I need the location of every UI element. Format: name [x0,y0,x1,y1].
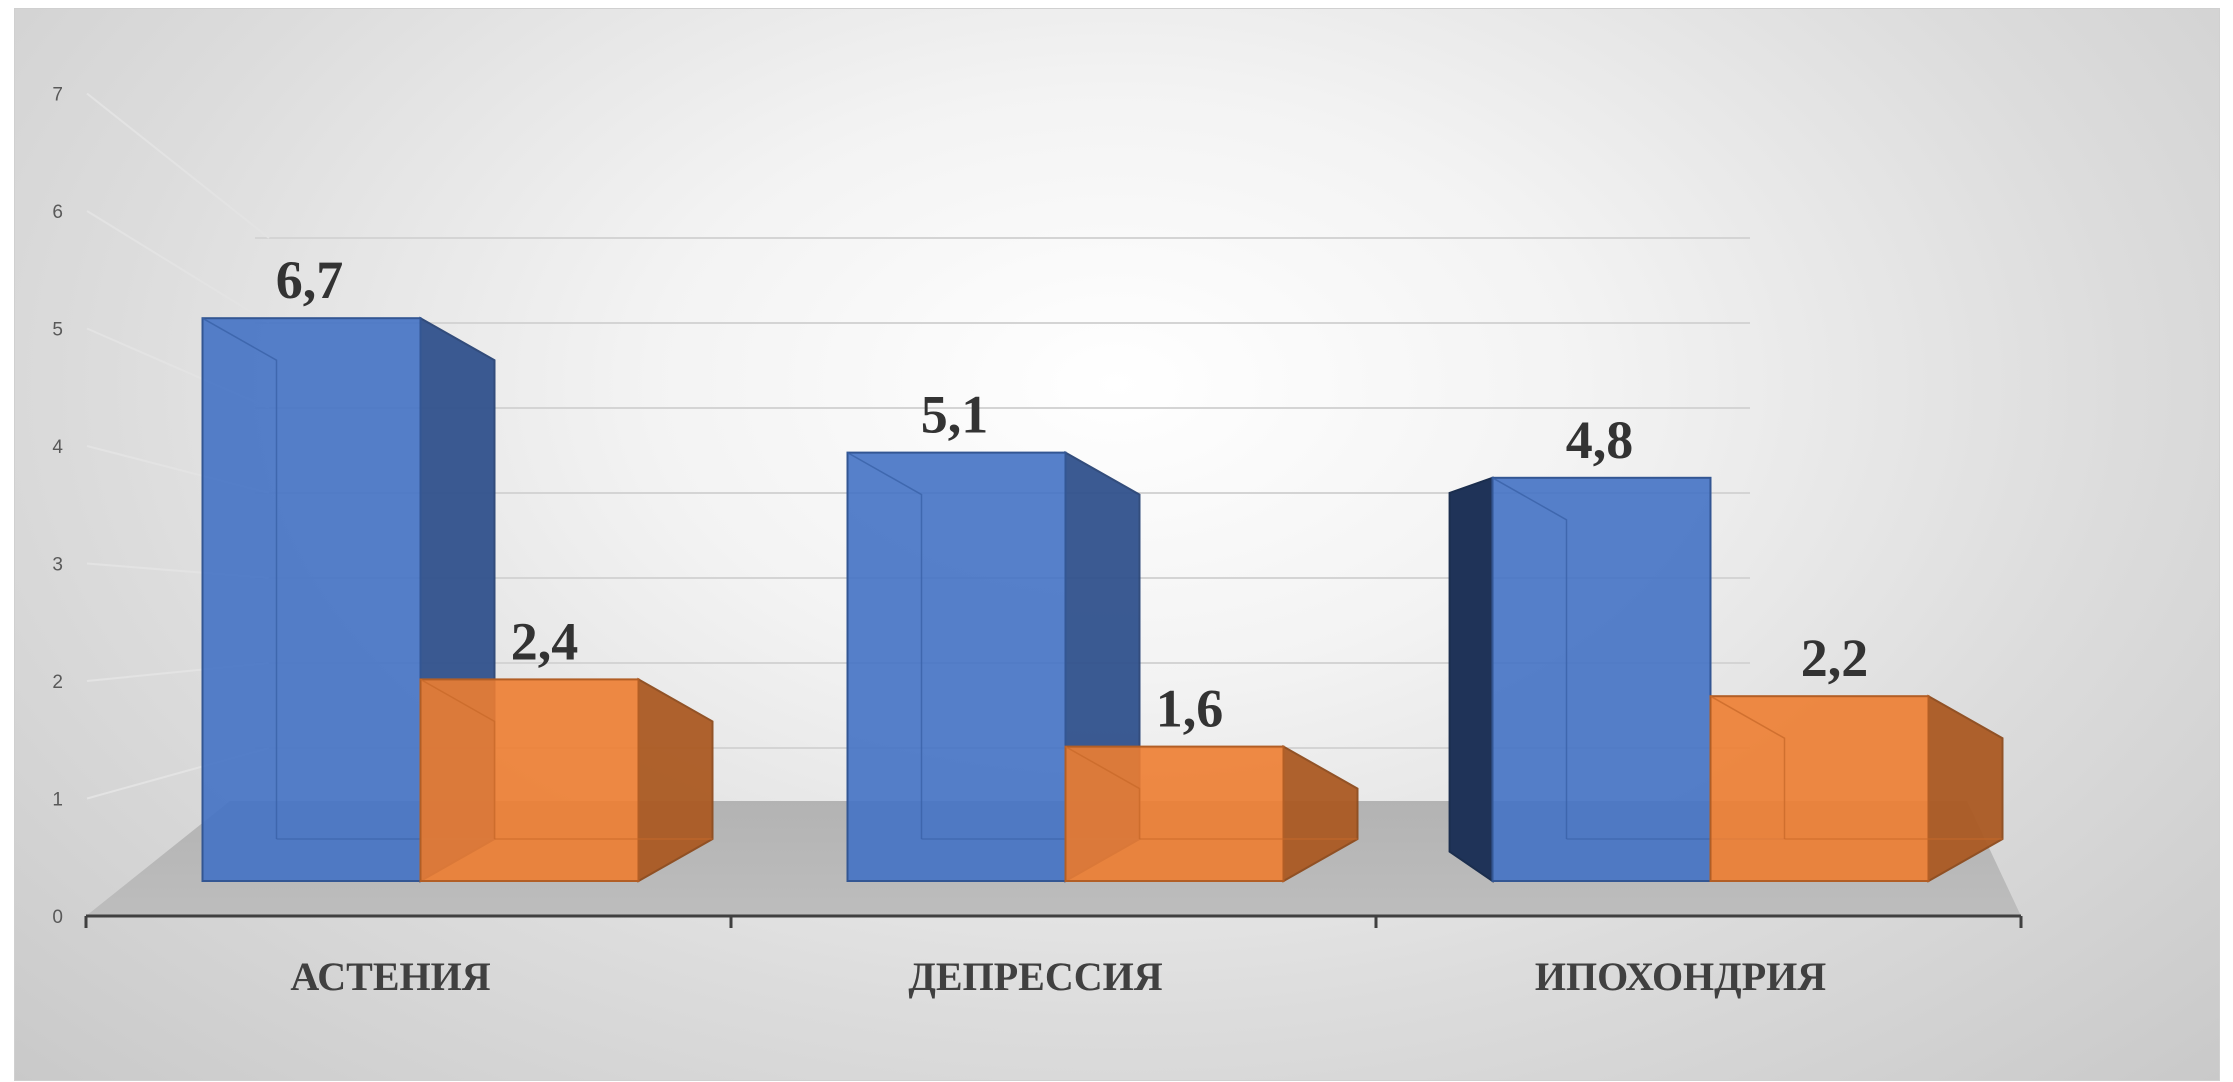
y-tick-label: 3 [52,555,63,576]
y-tick-label: 1 [52,790,63,811]
data-label: 2,4 [511,611,579,671]
bar [1064,745,1285,882]
side-gridline [86,210,270,324]
side-gridline [86,92,270,239]
bars [201,316,2004,883]
bar-inner-edge [1710,695,1786,839]
y-tick-label: 5 [52,320,63,341]
bar-inner-edge [1492,477,1568,839]
data-label: 6,7 [276,250,344,310]
data-label: 2,2 [1801,628,1869,688]
y-tick-label: 0 [52,907,63,928]
y-tick-label: 6 [52,202,63,223]
bar-chart: 0 1 2 3 4 5 6 7 АСТЕНИЯ ДЕПРЕССИЯ ИПОХОНДРИЯ 6,7 2,… [52,85,2023,999]
chart-area: 0 1 2 3 4 5 6 7 АСТЕНИЯ ДЕПРЕССИЯ ИПОХОНДРИЯ 6,7 2,… [14,8,2220,1081]
bar [846,451,1067,882]
bar-inner-edge [847,451,923,839]
x-tick-label: ИПОХОНДРИЯ [1535,954,1826,999]
bar [201,317,422,882]
data-label: 4,8 [1566,410,1634,470]
y-tick-label: 7 [52,85,63,106]
x-tick-label: АСТЕНИЯ [290,954,490,999]
bar-inner-edge [202,317,278,839]
bar-side-face [1448,476,1494,883]
y-tick-label: 2 [52,672,63,693]
bar-inner-edge [1065,745,1141,839]
data-label: 1,6 [1156,679,1224,739]
axes: 0 1 2 3 4 5 6 7 АСТЕНИЯ ДЕПРЕССИЯ ИПОХОНДРИЯ [52,85,2023,999]
data-label: 5,1 [921,385,989,445]
x-tick-label: ДЕПРЕССИЯ [908,954,1162,999]
bar [1491,476,1712,882]
bar-inner-edge [420,678,496,839]
y-tick-label: 4 [52,437,63,458]
data-labels: 6,7 2,4 5,1 1,6 4,8 2,2 [276,250,1869,738]
bar [419,678,640,883]
bar [1709,695,1930,883]
